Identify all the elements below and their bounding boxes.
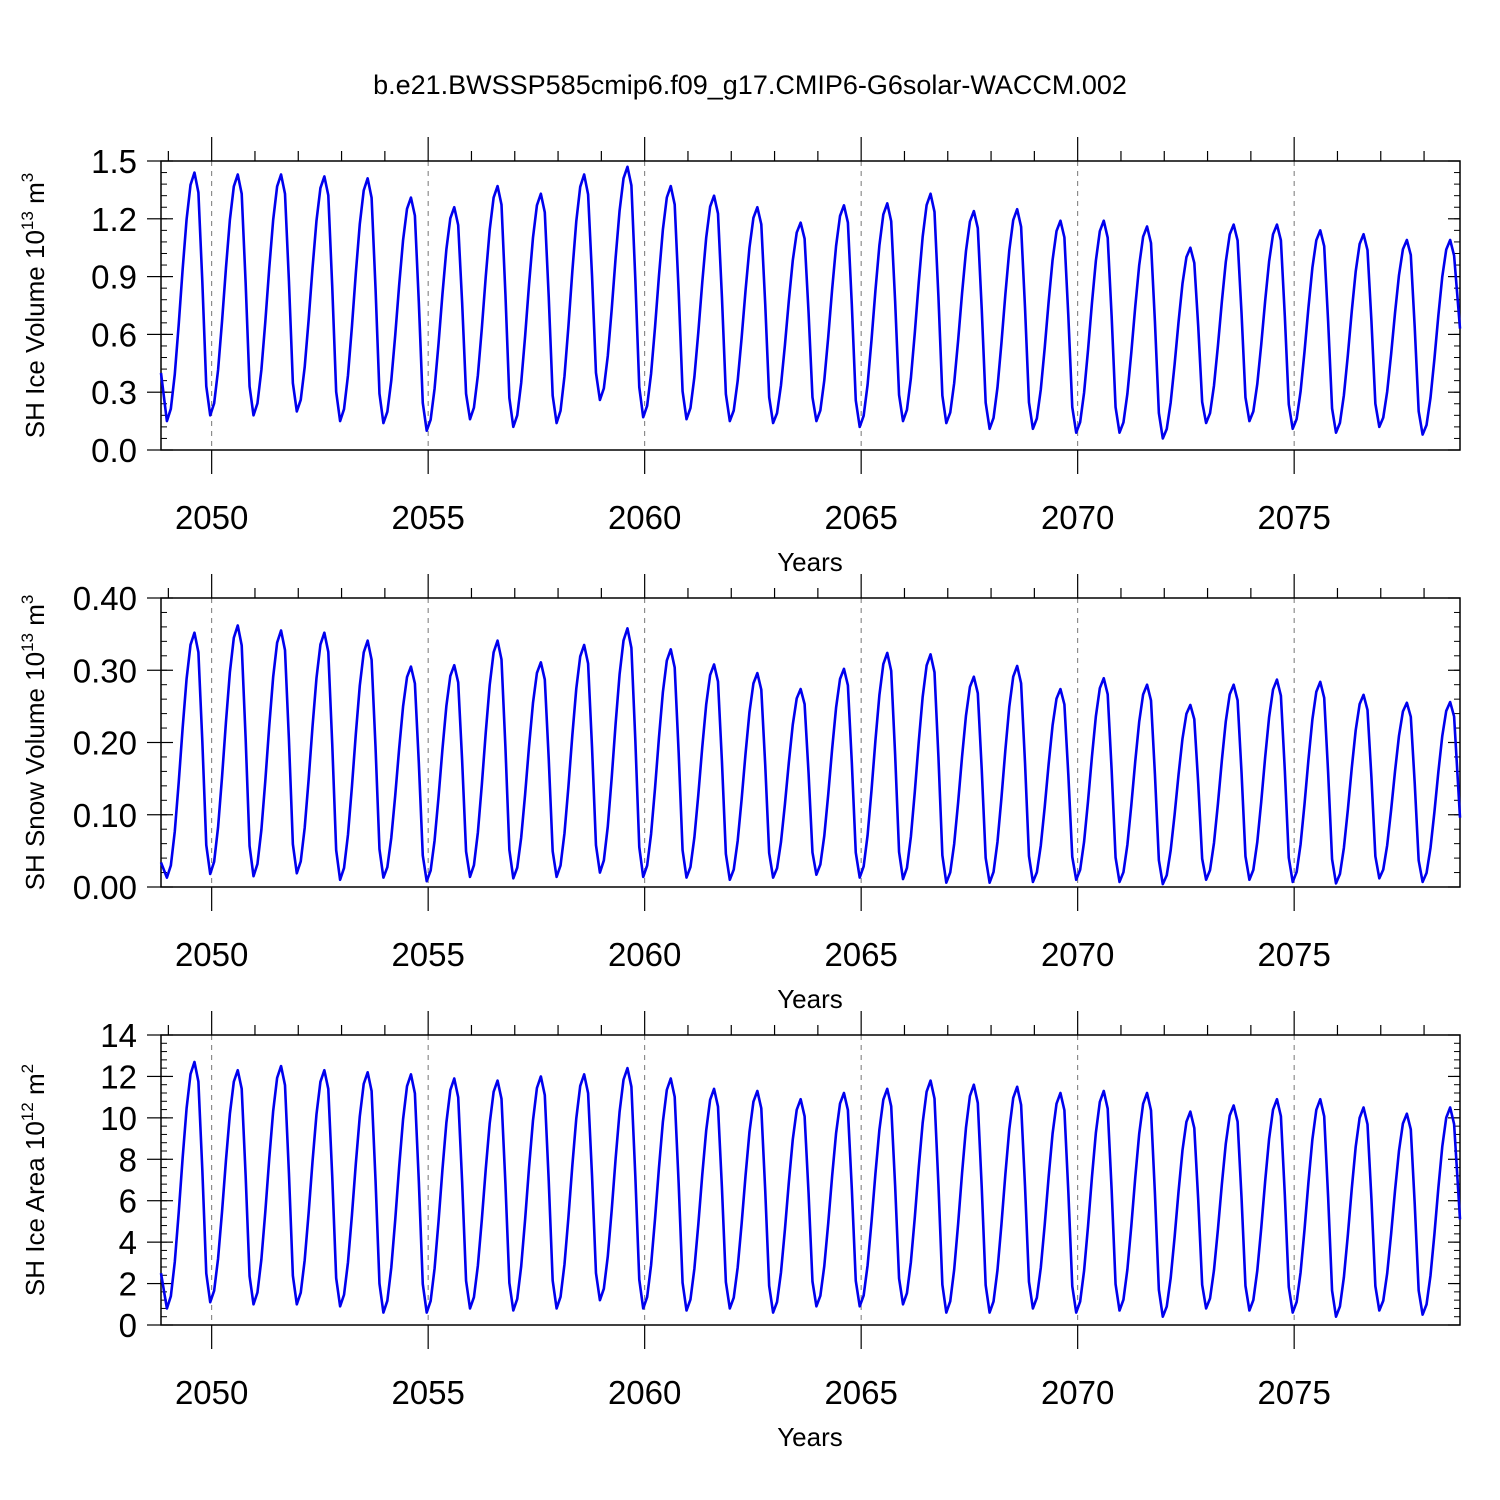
- y-tick-label: 6: [119, 1183, 137, 1220]
- x-axis-label: Years: [777, 547, 843, 577]
- x-tick-label: 2060: [608, 1374, 681, 1411]
- x-axis-label: Years: [777, 984, 843, 1014]
- plot-frame: [160, 160, 1461, 451]
- x-tick-label: 2075: [1257, 936, 1330, 973]
- y-tick-label: 0.40: [73, 580, 137, 617]
- x-tick-label: 2055: [391, 1374, 464, 1411]
- x-tick-label: 2075: [1257, 1374, 1330, 1411]
- x-tick-label: 2050: [175, 936, 248, 973]
- y-label-text: SH Ice Volume 10: [20, 230, 50, 438]
- x-tick-label: 2065: [824, 1374, 897, 1411]
- y-label-unit-exponent: 3: [18, 595, 37, 604]
- y-tick-label: 0.30: [73, 652, 137, 689]
- y-tick-label: 0.20: [73, 725, 137, 762]
- y-label-unit-exponent: 3: [18, 173, 37, 182]
- y-tick-label: 1.2: [91, 201, 137, 238]
- plot-frame: [160, 597, 1461, 888]
- x-tick-label: 2050: [175, 499, 248, 536]
- y-tick-label: 0.6: [91, 316, 137, 353]
- x-tick-label: 2050: [175, 1374, 248, 1411]
- y-axis-label: SH Ice Volume 1013 m3: [18, 173, 50, 438]
- panel-ice-area: 0 2 4 6 8 10 12 14 2050 2055 2060 2065 2070 2075 Years…: [18, 1011, 1462, 1452]
- y-label-unit: m: [20, 182, 50, 211]
- y-tick-label: 0.3: [91, 374, 137, 411]
- y-label-text: SH Snow Volume 10: [20, 652, 50, 890]
- y-label-exponent: 13: [18, 211, 37, 230]
- x-tick-label: 2055: [391, 936, 464, 973]
- y-tick-label: 1.5: [91, 143, 137, 180]
- y-tick-label: 14: [100, 1017, 137, 1054]
- series-line-ice-volume: [159, 165, 1462, 440]
- y-label-unit-exponent: 2: [18, 1064, 37, 1073]
- x-tick-label: 2065: [824, 936, 897, 973]
- y-tick-label: 0.0: [91, 432, 137, 469]
- y-label-unit: m: [20, 604, 50, 633]
- x-tick-label: 2055: [391, 499, 464, 536]
- y-tick-label: 0.9: [91, 259, 137, 296]
- y-tick-label: 8: [119, 1141, 137, 1178]
- y-axis-label: SH Ice Area 1012 m2: [18, 1064, 50, 1296]
- series-line-snow-volume: [159, 624, 1462, 886]
- y-label-exponent: 13: [18, 633, 37, 652]
- x-tick-label: 2070: [1041, 1374, 1114, 1411]
- y-label-unit: m: [20, 1073, 50, 1102]
- y-tick-label: 10: [100, 1100, 137, 1137]
- y-tick-label: 0: [119, 1307, 137, 1344]
- x-tick-label: 2075: [1257, 499, 1330, 536]
- y-label-text: SH Ice Area 10: [20, 1121, 50, 1296]
- x-tick-label: 2070: [1041, 936, 1114, 973]
- x-tick-label: 2065: [824, 499, 897, 536]
- y-tick-label: 0.00: [73, 869, 137, 906]
- y-label-exponent: 12: [18, 1102, 37, 1121]
- panel-ice-volume: 0.0 0.3 0.6 0.9 1.2 1.5 2050 2055 2060 2065 2070 20…: [18, 137, 1462, 577]
- figure-title: b.e21.BWSSP585cmip6.f09_g17.CMIP6-G6sola…: [373, 70, 1127, 100]
- plot-frame: [160, 1034, 1461, 1326]
- y-tick-label: 0.10: [73, 797, 137, 834]
- y-tick-label: 4: [119, 1224, 137, 1261]
- x-tick-label: 2060: [608, 499, 681, 536]
- y-tick-label: 2: [119, 1266, 137, 1303]
- x-tick-label: 2060: [608, 936, 681, 973]
- x-axis-label: Years: [777, 1422, 843, 1452]
- series-line-ice-area: [159, 1060, 1462, 1319]
- y-axis-label: SH Snow Volume 1013 m3: [18, 595, 50, 891]
- y-tick-label: 12: [100, 1058, 137, 1095]
- x-tick-label: 2070: [1041, 499, 1114, 536]
- panel-snow-volume: 0.00 0.10 0.20 0.30 0.40 2050 2055 2060 2065 2070…: [18, 574, 1462, 1014]
